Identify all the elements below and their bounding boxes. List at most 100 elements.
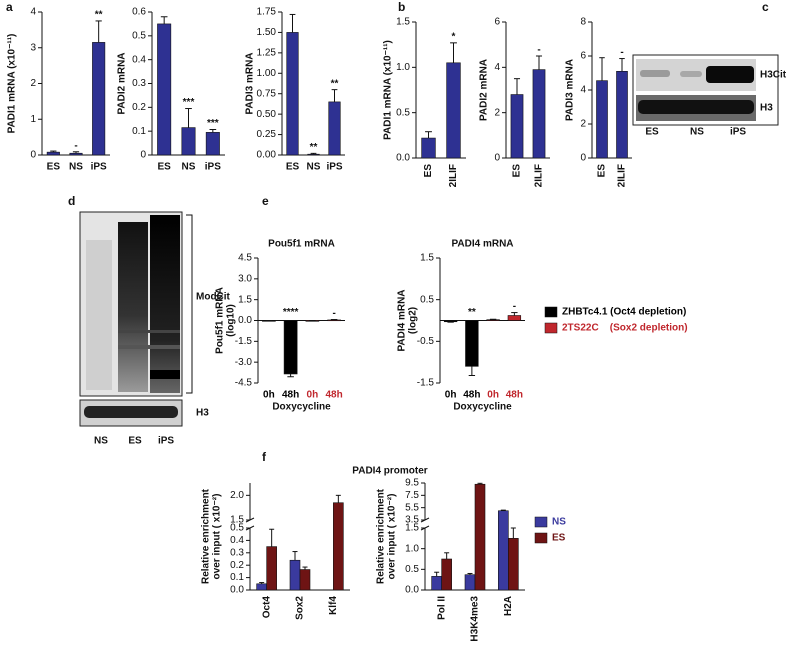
y-tick-label: 0.5 [420, 294, 434, 305]
y-tick-label: 1.5 [396, 17, 410, 28]
bar [596, 80, 608, 159]
y-tick-label: 0.5 [230, 523, 244, 534]
y-tick-label: -1.5 [417, 378, 435, 389]
x-tick-label: Pol II [436, 596, 447, 620]
x-tick-label: 0h [487, 390, 499, 401]
blot-row-label: H3 [196, 408, 209, 419]
blot-band [150, 370, 180, 379]
x-tick-label: 48h [463, 390, 480, 401]
bar [327, 319, 341, 322]
x-tick-label: Sox2 [295, 596, 306, 620]
x-tick-label: ES [286, 162, 300, 173]
significance: *** [207, 118, 219, 129]
panel-label: b [398, 0, 405, 14]
y-tick-label: 2 [580, 119, 586, 130]
x-tick-label: ES [423, 164, 434, 178]
y-tick-label: 1.0 [396, 62, 410, 73]
chart-title: PADI4 mRNA [451, 239, 513, 250]
x-tick-label: NS [182, 162, 196, 173]
significance: * [452, 31, 456, 42]
x-tick-label: iPS [91, 162, 107, 173]
bar [205, 132, 220, 156]
y-tick-label: -3.0 [235, 357, 253, 368]
x-tick-label: iPS [205, 162, 221, 173]
blot-band [640, 70, 670, 77]
y-tick-label: -1.5 [235, 336, 253, 347]
y-tick-label: 0.1 [230, 572, 244, 583]
bar [421, 137, 436, 159]
bar [333, 502, 344, 591]
x-tick-label: H3K4me3 [470, 596, 481, 642]
legend-label: ZHBTc4.1 (Oct4 depletion) [562, 307, 686, 318]
significance: - [513, 301, 516, 312]
x-tick-label: NS [69, 162, 83, 173]
significance: **** [283, 307, 299, 318]
significance: - [74, 140, 77, 151]
y-tick-label: 0.75 [257, 88, 277, 99]
bar [307, 153, 320, 156]
bar [181, 127, 196, 156]
y-tick-label: 0.6 [132, 7, 146, 18]
blot-band [118, 345, 180, 349]
blot-row-label: H3Cit [760, 70, 787, 81]
bar [328, 101, 341, 156]
bracket [186, 214, 193, 394]
y-tick-label: 7.5 [405, 490, 419, 501]
x-tick-label: ES [512, 164, 523, 178]
y-axis-label: PADI1 mRNA (x10⁻¹¹) [383, 40, 394, 140]
bar [289, 559, 301, 591]
y-tick-label: 1.5 [230, 515, 244, 526]
panel-label: c [762, 0, 769, 14]
y-axis-label: over input ( x10⁻²) [387, 494, 398, 580]
panel-label: f [262, 450, 267, 464]
y-tick-label: 4.5 [238, 253, 252, 264]
bar [286, 32, 299, 156]
x-axis-label: Doxycycline [272, 402, 331, 413]
blot-d: ModCit H3 NS ES iPS [79, 211, 231, 447]
x-tick-label: 0h [307, 390, 319, 401]
significance: ** [310, 142, 318, 153]
x-axis-label: Doxycycline [453, 402, 512, 413]
bar [446, 62, 461, 159]
y-tick-label: 9.5 [405, 478, 419, 489]
bar [266, 546, 277, 591]
x-tick-label: NS [307, 162, 321, 173]
y-tick-label: 1 [30, 114, 36, 125]
y-tick-label: 0 [580, 153, 586, 164]
x-tick-label: ES [157, 162, 171, 173]
y-tick-label: 1.0 [405, 543, 419, 554]
y-tick-label: 1.00 [257, 68, 277, 79]
y-tick-label: 0.0 [230, 585, 244, 596]
y-tick-label: 8 [580, 17, 586, 28]
y-axis-label: PADI2 mRNA [479, 59, 490, 121]
bar [256, 583, 267, 591]
y-tick-label: 4 [580, 85, 586, 96]
bar [498, 510, 509, 591]
bar [508, 538, 519, 591]
x-tick-label: 48h [506, 390, 523, 401]
y-tick-label: -4.5 [235, 378, 253, 389]
x-tick-label: 2ILIF [617, 164, 628, 187]
bar [532, 69, 546, 159]
y-axis-label: PADI2 mRNA [117, 52, 128, 114]
blot-band [84, 406, 178, 418]
y-tick-label: 0.25 [257, 129, 277, 140]
x-tick-label: iPS [326, 162, 342, 173]
panel-label: a [6, 0, 13, 14]
y-axis-label: over input ( x10⁻²) [212, 494, 223, 580]
y-tick-label: 1.5 [238, 294, 252, 305]
legend-label: ES [552, 533, 566, 544]
blot-lane [150, 215, 180, 393]
blot-lane-label: ES [128, 436, 142, 447]
panel-label: d [68, 194, 75, 208]
chart-title: Pou5f1 mRNA [268, 239, 335, 250]
blot-lane-label: iPS [730, 127, 746, 138]
legend-label: NS [552, 517, 566, 528]
x-tick-label: 0h [263, 390, 275, 401]
bar [431, 576, 442, 591]
x-tick-label: H2A [503, 596, 514, 616]
significance: ** [331, 78, 339, 89]
blot-lane [118, 222, 148, 392]
y-tick-label: 0 [494, 153, 500, 164]
bar [46, 151, 60, 156]
